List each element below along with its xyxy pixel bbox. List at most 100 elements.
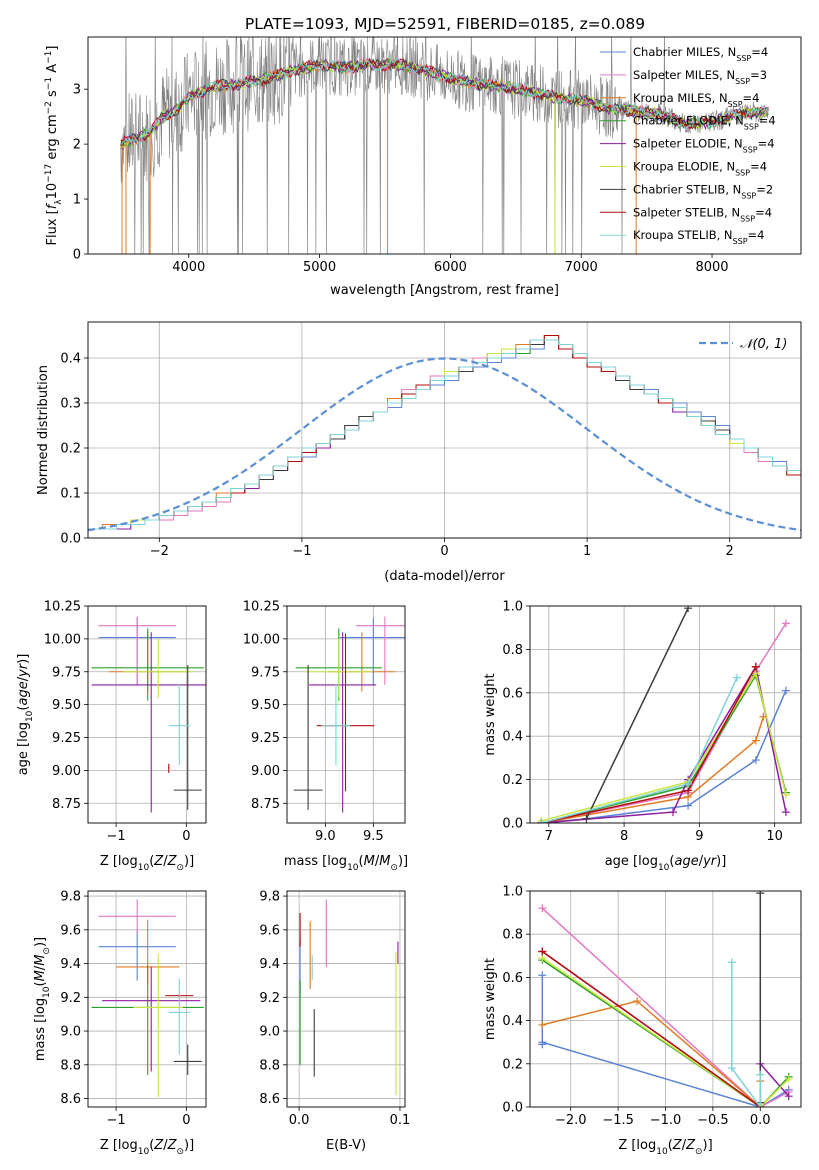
data-marker	[538, 904, 547, 913]
x-tick-label: −2	[150, 544, 169, 559]
data-marker	[538, 1020, 547, 1029]
x-tick-label: 8000	[695, 260, 728, 275]
y-tick-label: 0.6	[502, 971, 523, 986]
x-tick-label: 9.5	[363, 829, 384, 844]
mass_vs_ebv-points	[299, 899, 399, 1096]
y-tick-label: 0.2	[60, 442, 81, 457]
y-tick-label: 8.6	[259, 1092, 280, 1107]
data-marker	[727, 958, 736, 967]
y-tick-label: 0.8	[502, 643, 523, 658]
y-tick-label: 9.8	[259, 890, 280, 905]
x-tick-label: 6000	[434, 260, 467, 275]
data-marker	[669, 808, 678, 817]
series-chabrier_elodie	[541, 959, 790, 1107]
y-tick-label: 8.75	[251, 797, 280, 812]
data-marker	[756, 1103, 765, 1107]
mass_vs_z-points	[91, 899, 204, 1097]
y-tick-label: 0.0	[502, 1101, 523, 1116]
x-tick-label: 0.0	[289, 1113, 310, 1128]
x-tick-label: 10	[766, 829, 783, 844]
model-line-kroupa_stelib	[120, 57, 769, 145]
y-tick-label: 9.00	[251, 764, 280, 779]
y-tick-label: 8.75	[52, 797, 81, 812]
y-tick-label: 9.0	[259, 1025, 280, 1040]
x-tick-label: 7000	[565, 260, 598, 275]
series-chabrier_stelib	[585, 607, 689, 820]
y-tick-label: 9.2	[259, 991, 280, 1006]
series-salpeter_miles	[541, 907, 790, 1107]
x-tick-label: −1	[107, 829, 126, 844]
residuals-frame	[87, 321, 802, 539]
legend-entry: Chabrier MILES, NSSP=4	[633, 45, 768, 63]
data-marker	[781, 686, 790, 695]
model-line-salpeter_stelib	[120, 57, 769, 146]
x-tick-label: −1.5	[602, 1113, 634, 1128]
data-marker	[784, 1092, 793, 1101]
histogram-kroupa_stelib	[88, 339, 801, 530]
y-tick-label: 9.75	[52, 665, 81, 680]
series-salpeter_miles	[541, 622, 787, 823]
x-tick-label: 0.0	[750, 1113, 771, 1128]
y-tick-label: 9.8	[60, 890, 81, 905]
y-axis-label: Flux [fλ10−17 erg cm−2 s−1 A−1]	[44, 46, 64, 246]
y-tick-label: 1	[73, 193, 81, 208]
mass_vs_z-frame	[87, 890, 207, 1108]
y-tick-label: 1.0	[502, 600, 523, 615]
data-marker	[633, 997, 642, 1006]
y-tick-label: 0	[73, 248, 81, 263]
y-tick-label: 0.4	[502, 1014, 523, 1029]
y-tick-label: 9.6	[60, 923, 81, 938]
x-tick-label: 1	[583, 544, 591, 559]
y-tick-label: 10.25	[44, 600, 81, 615]
data-marker	[538, 971, 547, 980]
y-tick-label: 0.1	[60, 487, 81, 502]
data-marker	[756, 891, 765, 898]
data-marker	[751, 756, 760, 765]
data-marker	[781, 619, 790, 628]
y-tick-label: 0.2	[502, 1057, 523, 1072]
y-tick-label: 9.4	[60, 957, 81, 972]
data-marker	[781, 808, 790, 817]
x-tick-label: 8	[620, 829, 628, 844]
data-marker	[781, 790, 790, 799]
y-tick-label: 9.50	[52, 698, 81, 713]
x-axis-label: Z [log10(Z/Z⊙)]	[100, 854, 194, 873]
series-kroupa_elodie	[541, 957, 790, 1107]
y-tick-label: 0.4	[60, 352, 81, 367]
data-marker	[733, 673, 742, 682]
legend-entry: Kroupa STELIB, NSSP=4	[633, 228, 764, 246]
legend-entry: Kroupa ELODIE, NSSP=4	[633, 160, 767, 178]
data-marker	[538, 1038, 547, 1047]
y-tick-label: 8.8	[259, 1058, 280, 1073]
x-tick-label: 0	[440, 544, 448, 559]
x-axis-label: wavelength [Angstrom, rest frame]	[330, 283, 559, 298]
data-marker	[582, 814, 591, 823]
x-axis-label: mass [log10(M/M⊙)]	[284, 854, 408, 873]
x-tick-label: 0	[182, 829, 190, 844]
y-tick-label: 9.4	[259, 957, 280, 972]
data-marker	[756, 1070, 765, 1079]
y-tick-label: 9.50	[251, 698, 280, 713]
y-tick-label: 0.6	[502, 686, 523, 701]
y-tick-label: 9.6	[259, 923, 280, 938]
mass_vs_ebv-frame	[286, 890, 406, 1108]
legend-entry: Salpeter MILES, NSSP=3	[633, 68, 767, 86]
series-chabrier_miles	[541, 690, 787, 823]
mass_vs_z-axes: −1 0 8.6 8.8 9.0 9.2 9.4 9.6 9.8	[60, 890, 206, 1128]
legend-entry: 𝒩(0, 1)	[740, 337, 787, 352]
y-tick-label: 9.25	[251, 731, 280, 746]
x-axis-label: (data-model)/error	[384, 569, 505, 584]
y-tick-label: 9.25	[52, 731, 81, 746]
y-axis-label: mass weight	[483, 958, 498, 1040]
model-line-chabrier_elodie	[120, 57, 769, 148]
y-axis-label: Normed distribution	[36, 365, 51, 495]
y-tick-label: 9.00	[52, 764, 81, 779]
weight_vs_age-lines	[537, 606, 790, 823]
y-tick-label: 0.8	[502, 928, 523, 943]
x-tick-label: 0.1	[390, 1113, 411, 1128]
data-marker	[784, 1074, 793, 1083]
x-axis-label: E(B-V)	[326, 1138, 366, 1153]
data-marker	[684, 801, 693, 810]
series-kroupa_stelib	[731, 962, 762, 1107]
